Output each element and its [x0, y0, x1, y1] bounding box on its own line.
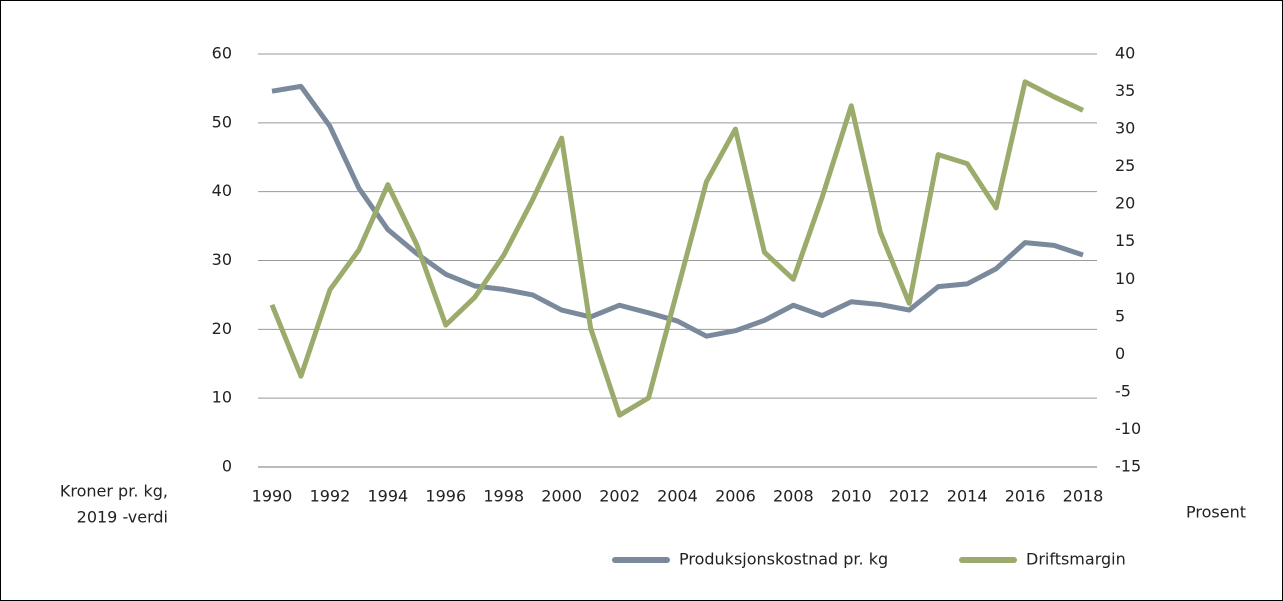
x-tick-label: 2014 — [947, 487, 988, 506]
x-tick-label: 2008 — [773, 487, 814, 506]
y2-tick-label: 20 — [1115, 194, 1135, 213]
y-tick-label: 0 — [222, 457, 232, 476]
y2-tick-label: 10 — [1115, 269, 1135, 288]
x-tick-label: 2016 — [1005, 487, 1046, 506]
legend-label: Driftsmargin — [1026, 550, 1126, 569]
x-tick-label: 1992 — [310, 487, 351, 506]
y2-tick-label: 0 — [1115, 344, 1125, 363]
x-tick-label: 2002 — [599, 487, 640, 506]
x-tick-label: 1998 — [483, 487, 524, 506]
series-line — [271, 83, 1084, 339]
series-line — [269, 79, 1085, 418]
legend-label: Produksjonskostnad pr. kg — [679, 550, 888, 569]
y-tick-label: 20 — [212, 319, 232, 338]
y-tick-label: 50 — [212, 112, 232, 131]
x-tick-label: 2012 — [889, 487, 930, 506]
y-tick-label: 60 — [212, 44, 232, 63]
x-tick-label: 2000 — [541, 487, 582, 506]
x-tick-label: 1994 — [367, 487, 408, 506]
y2-tick-label: 15 — [1115, 231, 1135, 250]
y2-axis-label: Prosent — [1186, 503, 1246, 522]
y-axis-label: 2019 -verdi — [77, 508, 168, 527]
y-tick-label: 40 — [212, 181, 232, 200]
y2-tick-label: 25 — [1115, 156, 1135, 175]
y2-tick-label: -10 — [1115, 419, 1141, 438]
y2-tick-label: -5 — [1115, 381, 1131, 400]
y2-tick-label: 30 — [1115, 119, 1135, 138]
y2-tick-label: 40 — [1115, 44, 1135, 63]
y2-tick-label: -15 — [1115, 457, 1141, 476]
x-tick-label: 2004 — [657, 487, 698, 506]
y-tick-label: 10 — [212, 388, 232, 407]
x-tick-label: 2006 — [715, 487, 756, 506]
y2-tick-label: 35 — [1115, 81, 1135, 100]
x-tick-label: 1996 — [425, 487, 466, 506]
y-axis-label: Kroner pr. kg, — [60, 482, 168, 501]
y-tick-label: 30 — [212, 250, 232, 269]
x-tick-label: 2010 — [831, 487, 872, 506]
y2-tick-label: 5 — [1115, 306, 1125, 325]
x-tick-label: 1990 — [252, 487, 293, 506]
x-tick-label: 2018 — [1063, 487, 1104, 506]
